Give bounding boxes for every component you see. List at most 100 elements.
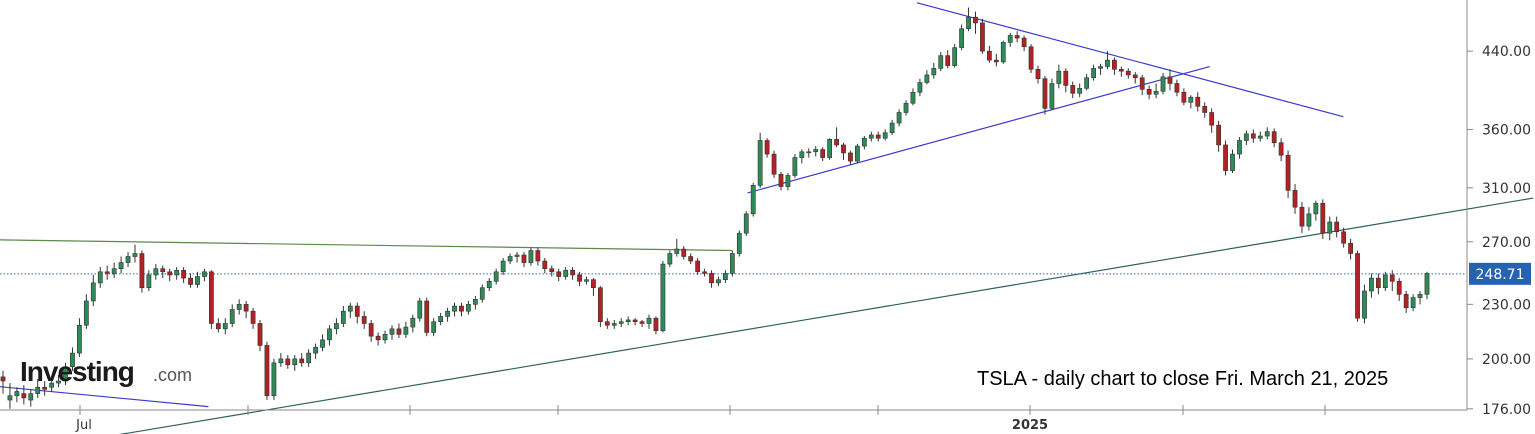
candle: [535, 247, 541, 266]
candle-body: [952, 47, 958, 66]
candle: [834, 127, 839, 148]
candle: [1098, 63, 1103, 75]
candle-body: [889, 122, 895, 134]
candle: [924, 70, 930, 85]
candle: [313, 343, 318, 359]
candle-body: [382, 334, 388, 341]
candle: [556, 268, 562, 282]
price-badge-text: 248.71: [1476, 267, 1525, 283]
candle: [1257, 131, 1263, 142]
candle-body: [375, 335, 381, 341]
candle: [875, 131, 881, 142]
candle-body: [910, 91, 916, 104]
candle-body: [827, 139, 832, 158]
candle-body: [1084, 77, 1090, 89]
candle: [570, 267, 575, 280]
candle: [188, 273, 193, 288]
candle-body: [1403, 294, 1409, 309]
candle-body: [855, 145, 860, 162]
candle: [1299, 201, 1305, 234]
candle-body: [848, 152, 853, 162]
candle: [966, 7, 971, 32]
candle: [716, 276, 721, 287]
candle: [563, 267, 569, 280]
x-tick-label: 2025: [1012, 418, 1048, 433]
investing-logo: Investing .com: [20, 356, 192, 387]
candle-body: [1105, 59, 1110, 67]
candle: [702, 268, 707, 277]
candle-body: [368, 323, 374, 337]
candle: [70, 347, 75, 371]
candle: [611, 319, 617, 329]
candle-body: [452, 305, 457, 312]
candle: [1355, 250, 1360, 322]
candle-body: [1007, 35, 1013, 43]
candle: [1160, 73, 1166, 95]
candle: [7, 383, 13, 409]
candle-body: [1209, 112, 1215, 126]
candle-body: [1195, 96, 1201, 107]
candle: [868, 131, 874, 142]
candle-body: [1042, 78, 1048, 109]
candle: [598, 286, 603, 328]
y-tick-label: 230.00: [1482, 297, 1531, 313]
candle-body: [702, 271, 707, 274]
candle-body: [111, 268, 117, 274]
candle-body: [243, 304, 249, 312]
candle: [660, 261, 666, 333]
candle-body: [924, 74, 930, 83]
candle: [222, 318, 228, 335]
candle: [896, 109, 902, 127]
candle-body: [1278, 142, 1284, 156]
candle: [750, 182, 756, 217]
candle: [410, 314, 416, 333]
candle-body: [299, 358, 305, 364]
candle-body: [77, 324, 82, 354]
candle: [1271, 128, 1277, 148]
candle-body: [799, 151, 805, 158]
candle-body: [410, 317, 416, 328]
candle-body: [403, 326, 409, 335]
candle: [1334, 216, 1340, 238]
candle: [986, 45, 992, 63]
candle-body: [931, 68, 937, 76]
candle-body: [1264, 131, 1270, 137]
candle-body: [1250, 133, 1256, 139]
candle-body: [1125, 70, 1131, 76]
candle-body: [757, 140, 763, 186]
candle: [855, 143, 860, 164]
candle: [1167, 69, 1173, 91]
candle: [174, 267, 180, 280]
candle: [271, 358, 277, 401]
candle-body: [1389, 274, 1395, 282]
candle-body: [1049, 83, 1055, 109]
candle-body: [1202, 106, 1208, 113]
candle-body: [1118, 68, 1124, 72]
candle: [1063, 68, 1069, 93]
candle: [181, 267, 186, 283]
candle-body: [28, 393, 34, 401]
candle-body: [709, 273, 714, 284]
candle-body: [1410, 297, 1416, 309]
candle-body: [841, 144, 846, 154]
candle: [125, 252, 131, 268]
candle: [841, 142, 846, 160]
candle: [681, 246, 687, 260]
candle-body: [174, 269, 180, 276]
candle-body: [125, 256, 131, 263]
x-axis: Jul 2025: [0, 405, 1467, 433]
candle: [90, 274, 96, 307]
candle-body: [611, 323, 617, 326]
candle: [417, 297, 423, 322]
candle-body: [1327, 221, 1333, 234]
candle-body: [549, 268, 555, 273]
candle: [848, 150, 853, 165]
candle: [882, 129, 888, 141]
candle: [320, 334, 325, 352]
candle-body: [528, 250, 534, 263]
candle: [1320, 199, 1326, 239]
candle-body: [688, 256, 694, 262]
candle: [542, 257, 548, 274]
